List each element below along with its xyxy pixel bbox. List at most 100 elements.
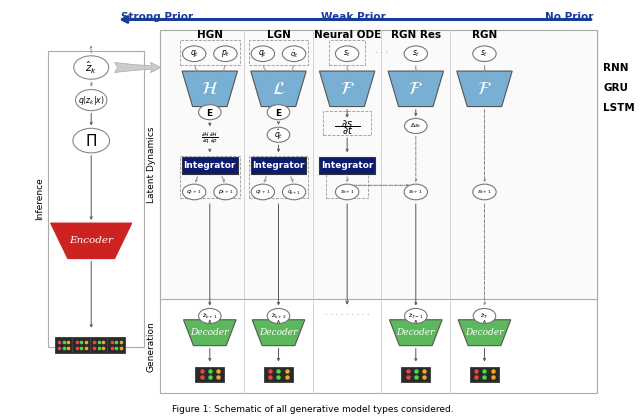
Text: $p_t$: $p_t$ [221, 48, 230, 59]
Polygon shape [51, 223, 132, 259]
Text: $\hat{z}_{T-1}$: $\hat{z}_{T-1}$ [408, 311, 424, 321]
Text: No Prior: No Prior [545, 12, 594, 21]
Circle shape [73, 128, 109, 153]
Circle shape [251, 184, 275, 200]
Text: $s_t$: $s_t$ [481, 49, 488, 59]
Polygon shape [457, 71, 512, 106]
Text: Decoder: Decoder [191, 328, 229, 337]
Circle shape [182, 46, 206, 62]
Polygon shape [319, 71, 375, 106]
Text: $s_t$: $s_t$ [412, 49, 420, 59]
Circle shape [214, 184, 237, 200]
Circle shape [76, 90, 107, 111]
Text: Strong Prior: Strong Prior [120, 12, 193, 21]
Text: GRU: GRU [603, 83, 628, 93]
Circle shape [74, 56, 109, 79]
FancyBboxPatch shape [319, 157, 375, 174]
Circle shape [214, 46, 237, 62]
Text: HGN: HGN [197, 30, 223, 40]
Text: Decoder: Decoder [259, 328, 298, 337]
Circle shape [404, 119, 427, 134]
Text: Latent Dynamics: Latent Dynamics [147, 127, 156, 203]
Circle shape [473, 308, 496, 323]
FancyBboxPatch shape [160, 30, 597, 393]
Text: $\partial s$: $\partial s$ [341, 118, 353, 129]
FancyBboxPatch shape [160, 30, 597, 299]
Text: Inference: Inference [36, 178, 45, 220]
Circle shape [335, 46, 359, 62]
Text: $\frac{\partial\mathcal{H}}{\partial q}\frac{\partial\mathcal{H}}{\partial p}$: $\frac{\partial\mathcal{H}}{\partial q}\… [201, 130, 218, 145]
Text: Neural ODE: Neural ODE [314, 30, 381, 40]
FancyBboxPatch shape [55, 337, 72, 353]
Text: $\dot{q}_t$: $\dot{q}_t$ [290, 48, 298, 60]
Text: $\mathcal{F}$: $\mathcal{F}$ [408, 80, 423, 98]
Text: Encoder: Encoder [69, 236, 113, 245]
Text: $\hat{z}_{k+2}$: $\hat{z}_{k+2}$ [271, 311, 286, 321]
FancyBboxPatch shape [470, 367, 499, 383]
Text: $q_{t+1}$: $q_{t+1}$ [255, 188, 271, 196]
Text: Decoder: Decoder [465, 328, 504, 337]
Text: $s_{t+1}$: $s_{t+1}$ [477, 188, 492, 196]
FancyBboxPatch shape [108, 337, 125, 353]
Circle shape [198, 105, 221, 120]
Text: Integrator: Integrator [184, 161, 236, 170]
FancyBboxPatch shape [72, 337, 90, 353]
Circle shape [282, 184, 306, 200]
Polygon shape [252, 320, 305, 346]
Text: $s_{t+1}$: $s_{t+1}$ [408, 188, 423, 196]
Circle shape [268, 127, 290, 142]
Circle shape [182, 184, 206, 200]
Circle shape [268, 308, 290, 323]
FancyBboxPatch shape [90, 337, 108, 353]
Text: $\partial t$: $\partial t$ [342, 124, 353, 136]
Text: $\hat{z}_T$: $\hat{z}_T$ [480, 311, 488, 321]
Text: $\hat{z}_{k+1}$: $\hat{z}_{k+1}$ [202, 311, 218, 321]
Circle shape [335, 184, 359, 200]
Polygon shape [458, 320, 511, 346]
Text: $q_t$: $q_t$ [259, 48, 268, 59]
Text: $s_t$: $s_t$ [343, 49, 351, 59]
Text: $\Delta s_t$: $\Delta s_t$ [410, 122, 422, 130]
Text: $\mathcal{H}$: $\mathcal{H}$ [201, 80, 218, 98]
Circle shape [282, 46, 306, 62]
Text: $\mathcal{F}$: $\mathcal{F}$ [477, 80, 492, 98]
FancyBboxPatch shape [401, 367, 430, 383]
Text: Decoder: Decoder [397, 328, 435, 337]
Text: Generation: Generation [147, 321, 156, 372]
Text: Weak Prior: Weak Prior [321, 12, 386, 21]
Circle shape [404, 184, 428, 200]
Text: $q_t$: $q_t$ [189, 48, 199, 59]
Text: $\dot{q}_{t+1}$: $\dot{q}_{t+1}$ [287, 187, 301, 197]
Text: $\Pi$: $\Pi$ [85, 132, 97, 149]
Circle shape [404, 46, 428, 62]
Circle shape [198, 308, 221, 323]
Text: Integrator: Integrator [252, 161, 305, 170]
Text: RNN: RNN [603, 62, 628, 72]
Text: · · ·: · · · [375, 49, 388, 58]
Circle shape [268, 105, 290, 120]
Text: $q_{t+1}$: $q_{t+1}$ [186, 188, 202, 196]
Circle shape [404, 308, 427, 323]
Text: $\mathcal{L}$: $\mathcal{L}$ [271, 80, 285, 98]
Polygon shape [184, 320, 236, 346]
Text: RGN Res: RGN Res [391, 30, 441, 40]
Text: $\mathbf{E}$: $\mathbf{E}$ [275, 107, 282, 118]
Text: LSTM: LSTM [603, 103, 635, 113]
Text: RGN: RGN [472, 30, 497, 40]
Circle shape [251, 46, 275, 62]
Polygon shape [388, 71, 444, 106]
Polygon shape [390, 320, 442, 346]
Text: $\mathcal{F}$: $\mathcal{F}$ [340, 80, 355, 98]
Text: $p_{t+1}$: $p_{t+1}$ [218, 188, 233, 196]
FancyBboxPatch shape [182, 157, 237, 174]
Circle shape [473, 46, 496, 62]
Text: $q(z_k|x)$: $q(z_k|x)$ [78, 93, 104, 106]
Text: · · · · · · · · ·: · · · · · · · · · [325, 311, 369, 321]
Text: LGN: LGN [266, 30, 291, 40]
FancyBboxPatch shape [195, 367, 224, 383]
Text: Integrator: Integrator [321, 161, 373, 170]
Circle shape [473, 184, 496, 200]
FancyBboxPatch shape [251, 157, 306, 174]
Text: $\mathbf{E}$: $\mathbf{E}$ [206, 107, 214, 118]
Polygon shape [251, 71, 306, 106]
